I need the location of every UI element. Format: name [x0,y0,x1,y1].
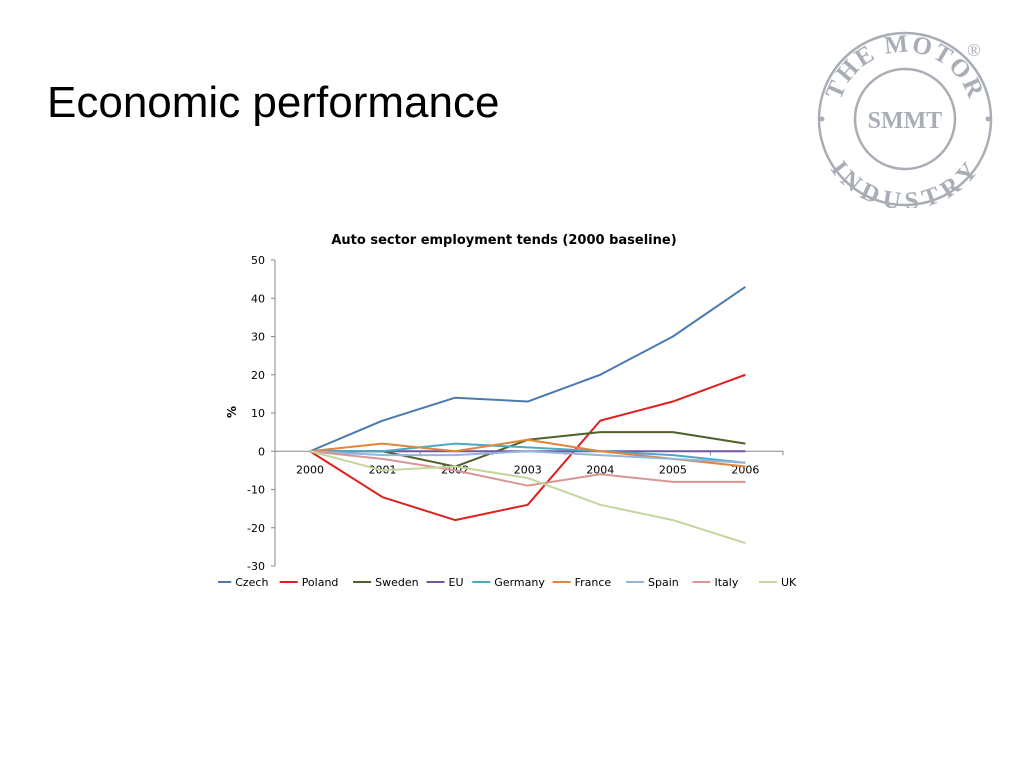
series-line-germany [310,442,746,464]
legend-label: EU [449,576,464,589]
logo-inner-ring [853,67,957,171]
legend-label: Germany [494,576,545,589]
registered-mark: ® [967,40,981,60]
y-tick-label: -30 [247,560,265,573]
smmt-logo: THE MOTOR INDUSTRY SMMT ® [817,30,993,208]
y-tick-label: -10 [247,484,265,497]
series-line-czech [309,285,746,453]
series-line-italy [309,450,746,487]
x-tick-label: 2000 [296,463,324,476]
series-line-poland [309,373,746,522]
x-tick-label: 2005 [659,463,687,476]
y-tick-label: 20 [251,369,265,382]
y-tick-label: 10 [251,407,265,420]
chart-series [309,285,746,545]
logo-center-text: SMMT [868,108,943,134]
series-line-uk [309,450,746,545]
legend-label: UK [781,576,797,589]
logo-ring-text-top: THE MOTOR [821,30,990,103]
chart-title: Auto sector employment tends (2000 basel… [331,233,676,248]
x-tick-label: 2004 [586,463,614,476]
series-line-sweden [310,431,746,468]
y-axis-label: % [225,406,239,418]
logo-ring-text-bottom: INDUSTRY [825,156,984,208]
y-tick-label: 50 [251,254,265,267]
y-tick-label: 30 [251,331,265,344]
chart-legend: Czech Poland Sweden EU Germany France Spain Ita… [218,576,797,589]
y-tick-label: 40 [251,292,265,305]
logo-dot-right [985,116,991,122]
legend-label: France [575,576,612,589]
y-tick-label: -20 [247,522,265,535]
legend-label: Sweden [375,576,418,589]
series-line-spain [309,450,746,464]
legend-label: Spain [648,576,679,589]
logo-outer-ring [817,31,993,207]
x-tick-label: 2003 [514,463,542,476]
logo-dot-left [819,116,825,122]
legend-label: Poland [302,576,339,589]
y-tick-label: 0 [258,445,265,458]
legend-label: Czech [235,576,268,589]
page-title: Economic performance [47,78,500,127]
employment-line-chart: Auto sector employment tends (2000 basel… [218,233,797,589]
legend-label: Italy [715,576,739,589]
